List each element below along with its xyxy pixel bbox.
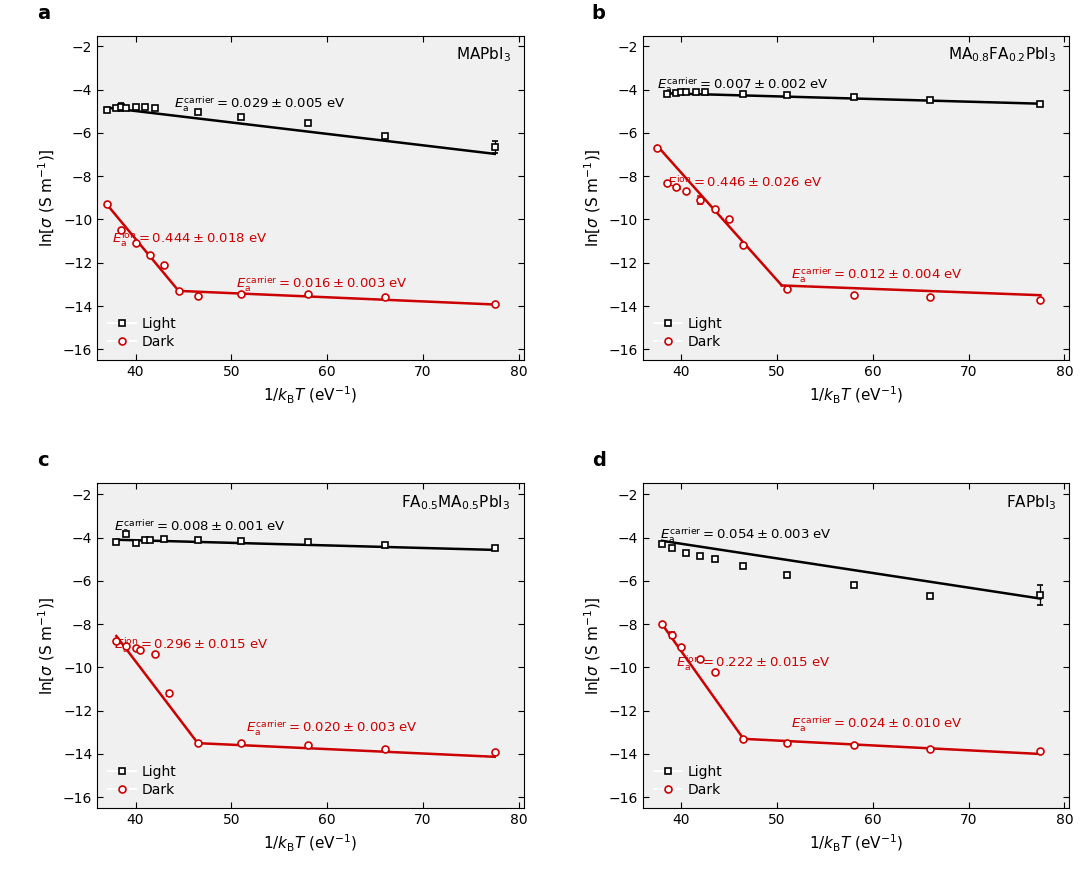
Text: $E_{\rm a}^{\rm carrier} = 0.054 \pm 0.003$ eV: $E_{\rm a}^{\rm carrier} = 0.054 \pm 0.0…	[660, 526, 832, 545]
Y-axis label: ln[$\sigma$ (S m$^{-1}$)]: ln[$\sigma$ (S m$^{-1}$)]	[37, 597, 57, 695]
Text: $E_{\rm a}^{\rm carrier} = 0.008 \pm 0.001$ eV: $E_{\rm a}^{\rm carrier} = 0.008 \pm 0.0…	[114, 518, 286, 537]
Y-axis label: ln[$\sigma$ (S m$^{-1}$)]: ln[$\sigma$ (S m$^{-1}$)]	[582, 148, 603, 247]
Legend: Light, Dark: Light, Dark	[104, 761, 180, 801]
Legend: Light, Dark: Light, Dark	[650, 313, 726, 353]
Legend: Light, Dark: Light, Dark	[650, 761, 726, 801]
Text: FAPbI$_3$: FAPbI$_3$	[1005, 493, 1056, 511]
Text: $E_{\rm a}^{\rm ion} = 0.446 \pm 0.026$ eV: $E_{\rm a}^{\rm ion} = 0.446 \pm 0.026$ …	[666, 174, 822, 194]
X-axis label: 1/$k_{\rm B}T$ (eV$^{-1}$): 1/$k_{\rm B}T$ (eV$^{-1}$)	[264, 832, 357, 853]
Y-axis label: ln[$\sigma$ (S m$^{-1}$)]: ln[$\sigma$ (S m$^{-1}$)]	[37, 148, 57, 247]
Text: $E_{\rm a}^{\rm carrier} = 0.024 \pm 0.010$ eV: $E_{\rm a}^{\rm carrier} = 0.024 \pm 0.0…	[792, 715, 963, 734]
Text: $E_{\rm a}^{\rm carrier} = 0.029 \pm 0.005$ eV: $E_{\rm a}^{\rm carrier} = 0.029 \pm 0.0…	[174, 95, 346, 115]
Text: b: b	[592, 4, 606, 22]
Text: $E_{\rm a}^{\rm ion} = 0.296 \pm 0.015$ eV: $E_{\rm a}^{\rm ion} = 0.296 \pm 0.015$ …	[114, 636, 269, 655]
X-axis label: 1/$k_{\rm B}T$ (eV$^{-1}$): 1/$k_{\rm B}T$ (eV$^{-1}$)	[809, 385, 903, 406]
Text: c: c	[38, 451, 50, 471]
Text: $E_{\rm a}^{\rm ion} = 0.444 \pm 0.018$ eV: $E_{\rm a}^{\rm ion} = 0.444 \pm 0.018$ …	[111, 229, 267, 249]
Legend: Light, Dark: Light, Dark	[104, 313, 180, 353]
Text: MAPbI$_3$: MAPbI$_3$	[456, 45, 511, 64]
Text: d: d	[592, 451, 606, 471]
Text: MA$_{0.8}$FA$_{0.2}$PbI$_3$: MA$_{0.8}$FA$_{0.2}$PbI$_3$	[948, 45, 1056, 64]
Text: $E_{\rm a}^{\rm ion} = 0.222 \pm 0.015$ eV: $E_{\rm a}^{\rm ion} = 0.222 \pm 0.015$ …	[676, 654, 832, 673]
Text: $E_{\rm a}^{\rm carrier} = 0.007 \pm 0.002$ eV: $E_{\rm a}^{\rm carrier} = 0.007 \pm 0.0…	[658, 75, 829, 95]
Text: FA$_{0.5}$MA$_{0.5}$PbI$_3$: FA$_{0.5}$MA$_{0.5}$PbI$_3$	[402, 493, 511, 511]
Text: $E_{\rm a}^{\rm carrier} = 0.016 \pm 0.003$ eV: $E_{\rm a}^{\rm carrier} = 0.016 \pm 0.0…	[237, 274, 408, 294]
Text: $E_{\rm a}^{\rm carrier} = 0.012 \pm 0.004$ eV: $E_{\rm a}^{\rm carrier} = 0.012 \pm 0.0…	[792, 266, 963, 285]
Text: a: a	[38, 4, 51, 22]
X-axis label: 1/$k_{\rm B}T$ (eV$^{-1}$): 1/$k_{\rm B}T$ (eV$^{-1}$)	[264, 385, 357, 406]
X-axis label: 1/$k_{\rm B}T$ (eV$^{-1}$): 1/$k_{\rm B}T$ (eV$^{-1}$)	[809, 832, 903, 853]
Y-axis label: ln[$\sigma$ (S m$^{-1}$)]: ln[$\sigma$ (S m$^{-1}$)]	[582, 597, 603, 695]
Text: $E_{\rm a}^{\rm carrier} = 0.020 \pm 0.003$ eV: $E_{\rm a}^{\rm carrier} = 0.020 \pm 0.0…	[245, 718, 418, 738]
